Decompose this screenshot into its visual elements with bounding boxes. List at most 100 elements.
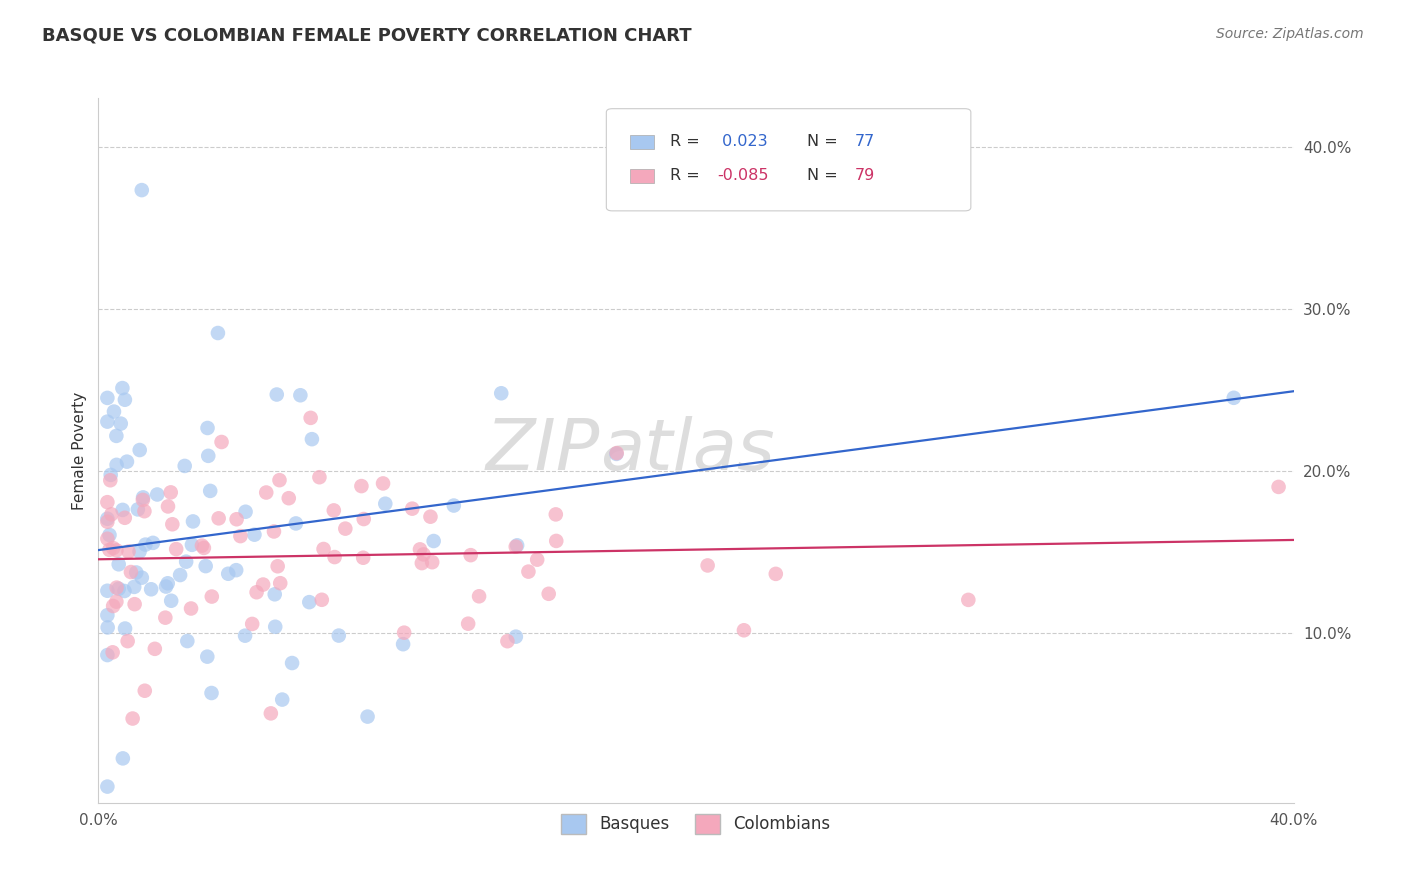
Point (468, 589, 491, 603)
Point (411, 556, 433, 570)
Point (117, 634, 139, 648)
Point (1267, 480, 1289, 494)
Point (526, 552, 548, 566)
Point (105, 581, 128, 595)
Text: -0.085: -0.085 (717, 168, 769, 183)
Legend: Basques, Colombians: Basques, Colombians (548, 800, 844, 847)
Point (103, 404, 125, 418)
Point (156, 576, 179, 591)
Point (200, 483, 222, 498)
Point (537, 587, 560, 601)
Point (328, 629, 350, 643)
Point (443, 499, 465, 513)
Text: N =: N = (807, 135, 844, 149)
Point (350, 479, 373, 493)
Point (606, 446, 628, 460)
Point (266, 387, 288, 401)
Text: atlas: atlas (600, 416, 775, 485)
Point (142, 536, 165, 550)
Point (284, 516, 307, 531)
Point (162, 517, 184, 532)
Point (820, 180, 842, 194)
Text: 77: 77 (855, 135, 875, 149)
Point (173, 458, 195, 473)
Point (111, 503, 134, 517)
Point (195, 649, 218, 664)
Point (98, 528, 121, 542)
Point (957, 593, 980, 607)
Point (105, 429, 128, 443)
Point (97, 620, 120, 634)
Point (301, 432, 323, 446)
Point (117, 544, 139, 558)
Point (299, 410, 322, 425)
Point (460, 548, 482, 562)
Point (308, 470, 330, 484)
Point (98, 473, 121, 487)
Point (110, 417, 132, 431)
Point (96, 608, 118, 623)
Point (114, 584, 136, 599)
Text: R =: R = (669, 135, 704, 149)
Text: Source: ZipAtlas.com: Source: ZipAtlas.com (1216, 27, 1364, 41)
Point (233, 629, 256, 643)
Point (211, 435, 233, 450)
Point (240, 616, 263, 631)
Point (120, 565, 142, 579)
Point (409, 542, 432, 557)
Point (107, 582, 129, 596)
Point (277, 491, 299, 506)
FancyBboxPatch shape (630, 169, 654, 183)
Point (122, 580, 145, 594)
Point (96, 648, 118, 662)
Text: ZIP: ZIP (486, 416, 600, 485)
Point (200, 686, 222, 700)
Point (263, 524, 285, 539)
Point (101, 599, 124, 613)
Point (155, 580, 177, 594)
Point (193, 541, 215, 555)
Point (121, 712, 143, 726)
Point (134, 683, 156, 698)
Point (311, 592, 333, 607)
Point (96, 583, 118, 598)
Point (124, 597, 146, 611)
Point (156, 500, 179, 514)
Point (197, 449, 219, 463)
Point (98, 542, 121, 557)
Point (101, 645, 124, 659)
Point (114, 510, 136, 524)
Point (207, 326, 229, 340)
Point (229, 529, 252, 543)
Point (197, 421, 219, 435)
Text: 79: 79 (855, 168, 875, 183)
Point (422, 534, 444, 549)
Point (392, 625, 415, 640)
Point (107, 558, 129, 572)
Text: R =: R = (669, 168, 704, 183)
Point (505, 630, 527, 644)
Point (260, 706, 283, 721)
Point (114, 392, 136, 407)
Point (131, 571, 153, 585)
Point (115, 455, 138, 469)
Point (208, 511, 231, 525)
Point (96, 495, 118, 509)
Point (1223, 391, 1246, 405)
Point (401, 501, 423, 516)
Point (134, 538, 156, 552)
Point (143, 641, 166, 656)
Point (335, 522, 357, 536)
Point (371, 476, 394, 491)
Point (420, 555, 443, 569)
Point (544, 508, 567, 522)
Point (131, 183, 153, 197)
Point (312, 541, 335, 556)
Point (174, 555, 197, 569)
Point (496, 634, 519, 648)
FancyBboxPatch shape (630, 135, 654, 149)
Point (141, 582, 163, 597)
Point (323, 550, 346, 565)
Point (100, 467, 122, 482)
Point (298, 595, 321, 609)
